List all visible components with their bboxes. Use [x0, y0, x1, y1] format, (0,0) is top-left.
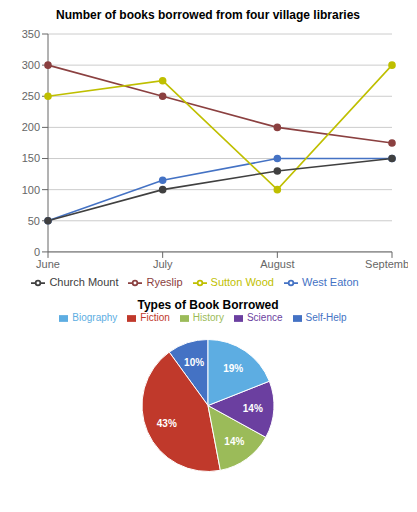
html-text:Ryeslip: Ryeslip	[146, 275, 183, 288]
html-text:Sutton Wood: Sutton Wood	[210, 275, 274, 288]
html-text:Types of Book Borrowed: Types of Book Borrowed	[137, 298, 279, 312]
svg-text:0: 0	[34, 246, 40, 258]
svg-text:150: 150	[22, 152, 40, 164]
html-text:Fiction: Fiction	[140, 312, 170, 323]
svg-text:August: August	[260, 258, 294, 270]
svg-text:350: 350	[22, 28, 40, 40]
svg-text:September: September	[365, 258, 408, 270]
svg-text:June: June	[36, 258, 60, 270]
svg-text:50: 50	[28, 215, 40, 227]
svg-text:43%: 43%	[157, 418, 177, 429]
svg-text:10%: 10%	[184, 357, 204, 368]
svg-text:July: July	[153, 258, 173, 270]
svg-text:250: 250	[22, 90, 40, 102]
html-text:West Eaton: West Eaton	[302, 275, 359, 288]
html-text:Self-Help: Self-Help	[305, 312, 347, 323]
svg-text:200: 200	[22, 121, 40, 133]
svg-text:100: 100	[22, 184, 40, 196]
svg-text:19%: 19%	[223, 363, 243, 374]
html-text:Number of books borrowed from: Number of books borrowed from four villa…	[56, 8, 360, 22]
html-text:Biography: Biography	[72, 312, 118, 323]
svg-text:14%: 14%	[224, 436, 244, 447]
html-text:Science: Science	[246, 312, 283, 323]
html-text:History: History	[192, 312, 224, 323]
html-text:Church Mount: Church Mount	[49, 275, 119, 288]
svg-text:14%: 14%	[243, 403, 263, 414]
svg-text:300: 300	[22, 59, 40, 71]
